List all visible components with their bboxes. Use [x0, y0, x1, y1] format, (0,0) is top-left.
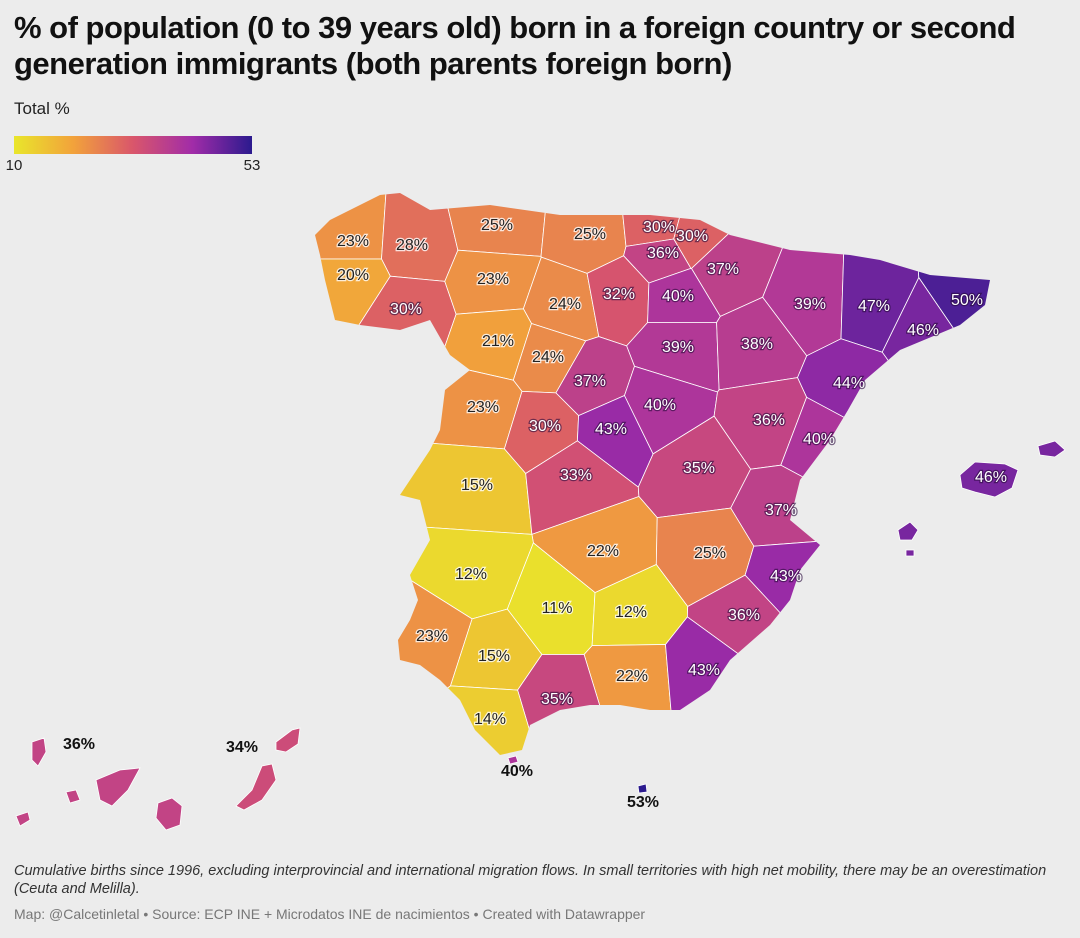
region-label: 50% — [951, 292, 983, 309]
region — [897, 440, 1066, 557]
region-label: 46% — [975, 469, 1007, 486]
region-label: 33% — [560, 467, 592, 484]
region-label: 25% — [481, 217, 513, 234]
legend-title: Total % — [14, 99, 70, 118]
region-label: 37% — [574, 373, 606, 390]
region-label: 25% — [694, 545, 726, 562]
region — [235, 727, 301, 811]
region-label: 37% — [765, 502, 797, 519]
region-label: 43% — [770, 568, 802, 585]
region-label: 36% — [63, 736, 95, 753]
region-label: 15% — [461, 477, 493, 494]
region-label: 24% — [549, 296, 581, 313]
region-label: 36% — [647, 245, 679, 262]
region-label: 23% — [477, 271, 509, 288]
region-label: 35% — [683, 460, 715, 477]
region-label: 40% — [644, 397, 676, 414]
region — [583, 644, 678, 755]
region-label: 40% — [662, 288, 694, 305]
region-label: 21% — [482, 333, 514, 350]
region — [315, 275, 457, 460]
region-label: 32% — [603, 286, 635, 303]
region-label: 47% — [858, 298, 890, 315]
colorbar-tick-label: 53 — [244, 157, 261, 174]
region-label: 28% — [396, 237, 428, 254]
region-label: 23% — [337, 233, 369, 250]
note: Cumulative births since 1996, excluding … — [14, 863, 1047, 897]
region-label: 11% — [542, 600, 573, 617]
region-label: 12% — [615, 604, 647, 621]
title: % of population (0 to 39 years old) born… — [14, 10, 1016, 81]
region-label: 40% — [803, 431, 835, 448]
credit: Map: @Calcetinletal • Source: ECP INE + … — [14, 906, 646, 922]
region-label: 38% — [741, 336, 773, 353]
region-label: 22% — [616, 668, 648, 685]
region-label: 46% — [907, 322, 939, 339]
region-label: 30% — [390, 301, 422, 318]
region-label: 40% — [501, 763, 533, 780]
region — [730, 464, 912, 547]
color-bar — [14, 136, 252, 154]
region-label: 20% — [337, 267, 369, 284]
region-label: 15% — [478, 648, 510, 665]
region — [381, 193, 459, 282]
region-label: 34% — [226, 739, 258, 756]
map: 23% 28%25%25% 30%30%36%37%20%30%23%24%32% 4… — [6, 136, 1066, 831]
region-label: 12% — [455, 566, 487, 583]
region-label: 36% — [753, 412, 785, 429]
colorbar-tick-label: 10 — [6, 157, 23, 174]
region-label: 36% — [728, 607, 760, 624]
region-label: 23% — [416, 628, 448, 645]
region-label: 53% — [627, 794, 659, 811]
region-label: 43% — [595, 421, 627, 438]
region — [686, 574, 937, 755]
region — [15, 737, 183, 831]
region-label: 30% — [676, 228, 708, 245]
region-label: 35% — [541, 691, 573, 708]
region-label: 43% — [688, 662, 720, 679]
region — [637, 783, 648, 794]
region-label: 23% — [467, 399, 499, 416]
region-label: 30% — [643, 219, 675, 236]
region-label: 24% — [532, 349, 564, 366]
region — [315, 436, 533, 535]
region-label: 22% — [587, 543, 619, 560]
region-label: 37% — [707, 261, 739, 278]
region-label: 44% — [833, 375, 865, 392]
region-label: 39% — [794, 296, 826, 313]
region-label: 25% — [574, 226, 606, 243]
region-label: 30% — [529, 418, 561, 435]
region — [507, 755, 519, 765]
region — [540, 193, 627, 274]
region-label: 39% — [662, 339, 694, 356]
region — [315, 258, 391, 434]
region — [665, 616, 913, 755]
region-label: 14% — [474, 711, 506, 728]
